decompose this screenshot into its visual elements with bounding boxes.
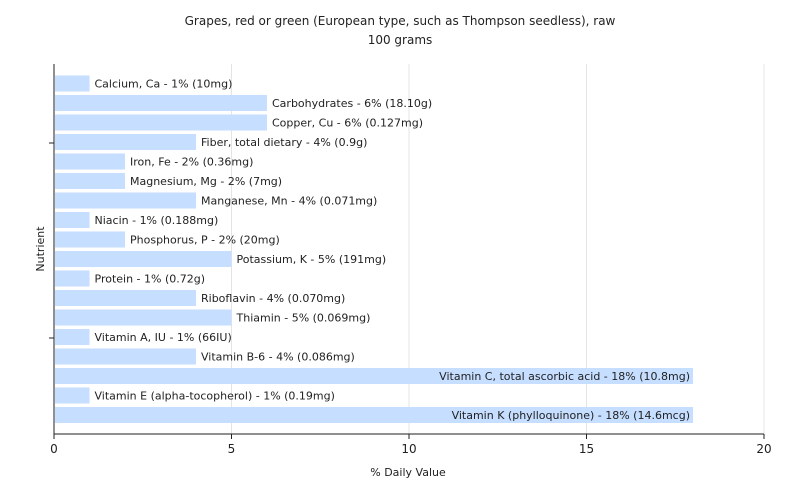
bar [55, 192, 196, 209]
x-tick-label: 0 [50, 442, 58, 456]
bar [55, 75, 90, 92]
bar-label: Carbohydrates - 6% (18.10g) [272, 97, 432, 110]
bar-label: Protein - 1% (0.72g) [95, 273, 206, 286]
bar [55, 348, 196, 365]
bar-label: Thiamin - 5% (0.069mg) [236, 312, 371, 325]
bar-label: Magnesium, Mg - 2% (7mg) [130, 175, 282, 188]
x-tick-label: 20 [756, 442, 771, 456]
bar [55, 309, 232, 326]
bar-label: Iron, Fe - 2% (0.36mg) [130, 156, 253, 169]
bars-group: Calcium, Ca - 1% (10mg) Carbohydrates - 6… [55, 75, 693, 423]
bar-label: Vitamin C, total ascorbic acid - 18% (10… [439, 370, 690, 383]
bar-label: Vitamin B-6 - 4% (0.086mg) [201, 351, 355, 364]
bar-label: Copper, Cu - 6% (0.127mg) [272, 117, 423, 130]
bar-label: Manganese, Mn - 4% (0.071mg) [201, 195, 377, 208]
chart-subtitle: 100 grams [368, 33, 433, 47]
bar-label: Phosphorus, P - 2% (20mg) [130, 234, 280, 247]
y-axis-title: Nutrient [34, 226, 47, 272]
bar [55, 387, 90, 404]
x-tick-label: 5 [228, 442, 236, 456]
bar [55, 231, 125, 248]
bar [55, 407, 693, 423]
axes-group: 0 5 10 15 20 [49, 64, 772, 456]
bar [55, 134, 196, 150]
x-axis-title: % Daily Value [370, 466, 446, 479]
bar-label: Calcium, Ca - 1% (10mg) [95, 78, 233, 91]
x-tick-label: 15 [579, 442, 594, 456]
bar-label: Riboflavin - 4% (0.070mg) [201, 292, 345, 305]
bar [55, 114, 267, 131]
bar-label: Vitamin E (alpha-tocopherol) - 1% (0.19m… [95, 390, 335, 403]
bar-label: Fiber, total dietary - 4% (0.9g) [201, 136, 367, 149]
bar [55, 368, 693, 384]
bar [55, 290, 196, 306]
bar [55, 251, 232, 267]
bar-label: Niacin - 1% (0.188mg) [95, 214, 219, 227]
bar [55, 329, 90, 345]
bar [55, 270, 90, 287]
bar [55, 95, 267, 111]
bar-label: Vitamin K (phylloquinone) - 18% (14.6mcg… [452, 409, 690, 422]
bar [55, 153, 125, 170]
chart-title: Grapes, red or green (European type, suc… [185, 14, 616, 28]
bar-label: Potassium, K - 5% (191mg) [237, 253, 387, 266]
x-tick-label: 10 [401, 442, 416, 456]
bar [55, 212, 90, 228]
bar [55, 173, 125, 189]
bar-label: Vitamin A, IU - 1% (66IU) [95, 331, 232, 344]
